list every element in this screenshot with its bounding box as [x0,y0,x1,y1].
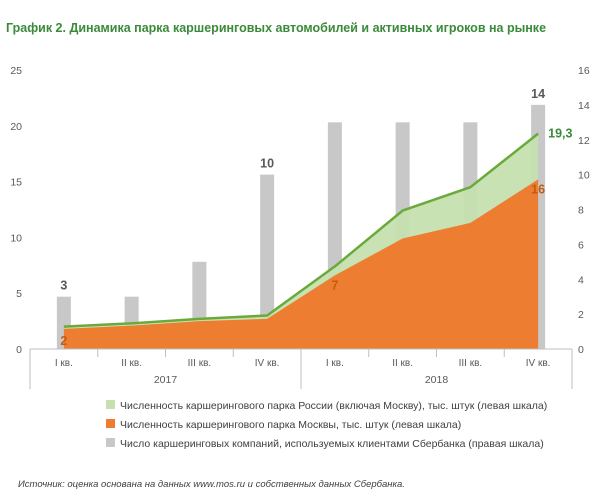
category-label-8: IV кв. [526,358,551,369]
moscow-label-1: 2 [60,334,67,348]
right-axis-tick-2: 2 [578,309,584,321]
category-label-5: I кв. [326,358,344,369]
right-axis-tick-12: 12 [578,135,590,147]
legend-moscow-swatch [106,419,115,428]
legend-companies-swatch [106,438,115,447]
category-label-3: III кв. [188,358,212,369]
category-label-1: I кв. [55,358,73,369]
companies-bar-4 [260,174,275,349]
left-axis-tick-20: 20 [10,121,22,133]
right-axis-tick-6: 6 [578,239,584,251]
moscow-label-8: 16 [531,182,545,196]
right-axis-tick-14: 14 [578,100,590,112]
left-axis-tick-15: 15 [10,177,22,189]
right-axis-tick-16: 16 [578,65,590,77]
category-label-7: III кв. [459,358,483,369]
right-axis-tick-10: 10 [578,170,590,182]
moscow-fleet-area [63,179,539,349]
companies-label-4: 10 [260,157,274,171]
left-axis-tick-0: 0 [16,344,22,356]
russia-label-8: 19,3 [548,127,572,141]
companies-label-1: 3 [60,279,67,293]
russia-fleet-line [63,132,539,328]
left-axis-tick-5: 5 [16,288,22,300]
chart-title: График 2. Динамика парка каршеринговых а… [6,21,546,35]
legend-companies-label: Число каршеринговых компаний, используем… [120,438,544,450]
year-label-2018: 2018 [425,374,449,386]
year-label-2017: 2017 [154,374,178,386]
category-label-6: II кв. [392,358,413,369]
source-note: Источник: оценка основана на данных www.… [18,479,405,490]
moscow-label-5: 7 [331,278,338,292]
left-axis-tick-10: 10 [10,232,22,244]
legend-russia-label: Численность каршерингового парка России … [120,400,547,412]
category-label-2: II кв. [121,358,142,369]
category-label-4: IV кв. [255,358,280,369]
right-axis-tick-4: 4 [578,274,584,286]
legend-russia-swatch [106,400,115,409]
right-axis-tick-8: 8 [578,205,584,217]
legend-moscow-label: Численность каршерингового парка Москвы,… [120,419,461,431]
right-axis-tick-0: 0 [578,344,584,356]
companies-label-8: 14 [531,87,545,101]
left-axis-tick-25: 25 [10,65,22,77]
